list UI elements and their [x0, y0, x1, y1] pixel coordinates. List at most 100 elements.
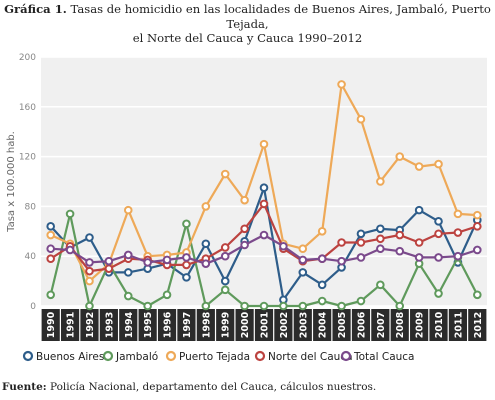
y-axis-label: Tasa x 100.000 hab.: [6, 131, 17, 233]
x-tick-band: [157, 309, 177, 341]
x-tick-label: 1995: [143, 312, 154, 338]
x-tick-band: [177, 309, 196, 341]
data-point-buenos-aires: [356, 229, 366, 239]
x-tick-label: 2008: [395, 311, 406, 338]
x-tick-band: [293, 309, 312, 341]
data-point-buenos-aires: [376, 224, 385, 234]
data-point-total-cauca: [337, 256, 346, 266]
data-point-buenos-aires: [85, 233, 94, 242]
data-point-total-cauca: [162, 255, 172, 265]
data-point-norte-del-cauca: [473, 222, 482, 231]
data-point-jambalo: [337, 301, 346, 311]
x-tick-label: 2004: [318, 311, 329, 338]
data-point-buenos-aires: [434, 217, 443, 226]
data-point-buenos-aires: [259, 183, 269, 193]
data-point-total-cauca: [201, 259, 211, 268]
legend-label: Buenos Aires: [36, 351, 104, 363]
chart-title: Gráfica 1. Tasas de homicidio en las loc…: [0, 2, 495, 46]
x-tick-label: 2001: [260, 312, 271, 338]
data-point-jambalo: [201, 301, 211, 311]
x-tick-band: [196, 309, 215, 341]
legend-label: Puerto Tejada: [179, 351, 250, 363]
x-tick-band: [119, 309, 138, 341]
data-point-jambalo: [182, 219, 191, 229]
x-tick-band: [274, 309, 293, 341]
data-point-norte-del-cauca: [376, 234, 385, 244]
data-point-buenos-aires: [46, 222, 55, 231]
x-tick-band: [448, 309, 468, 341]
data-point-puerto-tejada: [453, 209, 463, 219]
data-point-total-cauca: [453, 251, 463, 261]
data-point-total-cauca: [279, 241, 288, 251]
data-point-puerto-tejada: [46, 230, 55, 240]
data-point-jambalo: [162, 290, 172, 300]
data-point-norte-del-cauca: [182, 260, 191, 270]
data-point-buenos-aires: [201, 239, 211, 249]
x-tick-label: 2003: [298, 312, 309, 338]
legend-label: Norte del Cauca: [268, 351, 353, 363]
data-point-norte-del-cauca: [104, 264, 114, 273]
data-point-total-cauca: [65, 245, 75, 255]
x-tick-band: [235, 309, 254, 341]
x-tick-label: 2011: [453, 312, 464, 338]
data-point-puerto-tejada: [259, 139, 269, 149]
legend-marker: [254, 350, 266, 362]
data-point-puerto-tejada: [298, 244, 308, 254]
x-tick-band: [216, 309, 235, 341]
data-point-jambalo: [395, 301, 405, 311]
data-point-total-cauca: [143, 258, 152, 267]
data-point-puerto-tejada: [85, 276, 94, 286]
data-point-total-cauca: [123, 250, 133, 260]
x-tick-band: [313, 309, 332, 341]
y-tick-label: 120: [19, 153, 36, 163]
data-point-jambalo: [123, 291, 133, 301]
data-point-norte-del-cauca: [85, 266, 94, 276]
x-tick-band: [371, 309, 390, 341]
data-point-total-cauca: [434, 253, 443, 262]
x-tick-label: 1993: [104, 312, 115, 338]
data-point-puerto-tejada: [317, 227, 327, 236]
data-point-norte-del-cauca: [356, 238, 366, 247]
x-tick-label: 2006: [356, 311, 367, 338]
legend-marker: [102, 350, 114, 362]
x-tick-label: 1997: [182, 312, 193, 338]
data-point-buenos-aires: [123, 268, 133, 277]
data-point-puerto-tejada: [123, 205, 133, 215]
legend-label: Jambaló: [115, 351, 158, 363]
figure-title-line2: el Norte del Cauca y Cauca 1990–2012: [132, 31, 363, 45]
data-point-puerto-tejada: [337, 80, 346, 89]
data-point-total-cauca: [395, 246, 405, 256]
x-tick-label: 2010: [434, 311, 445, 338]
x-tick-label: 2009: [415, 312, 426, 338]
source-text: Policía Nacional, departamento del Cauca…: [49, 381, 377, 393]
y-tick-label: 160: [19, 103, 36, 113]
data-point-norte-del-cauca: [395, 230, 405, 240]
source-label: Fuente:: [2, 381, 47, 393]
data-point-jambalo: [298, 301, 308, 311]
data-point-norte-del-cauca: [259, 199, 269, 209]
legend-marker: [165, 350, 177, 362]
data-point-puerto-tejada: [473, 210, 482, 220]
data-point-norte-del-cauca: [414, 238, 424, 247]
data-point-norte-del-cauca: [46, 254, 55, 263]
x-tick-label: 1999: [221, 312, 232, 338]
data-point-total-cauca: [376, 244, 385, 254]
data-point-total-cauca: [220, 251, 230, 261]
x-tick-label: 2002: [279, 312, 290, 338]
data-point-total-cauca: [317, 254, 327, 263]
data-point-jambalo: [220, 285, 230, 295]
figure-label: Gráfica 1.: [4, 2, 67, 16]
x-tick-label: 1991: [66, 312, 77, 338]
data-point-jambalo: [46, 290, 55, 300]
data-point-norte-del-cauca: [337, 238, 346, 247]
data-point-total-cauca: [414, 253, 424, 262]
data-point-jambalo: [240, 301, 249, 311]
x-tick-label: 2005: [337, 312, 348, 338]
data-point-norte-del-cauca: [453, 228, 463, 237]
data-point-norte-del-cauca: [220, 243, 230, 252]
data-point-total-cauca: [182, 253, 191, 262]
x-tick-band: [390, 309, 409, 341]
x-tick-band: [332, 309, 351, 341]
data-point-jambalo: [376, 280, 385, 290]
